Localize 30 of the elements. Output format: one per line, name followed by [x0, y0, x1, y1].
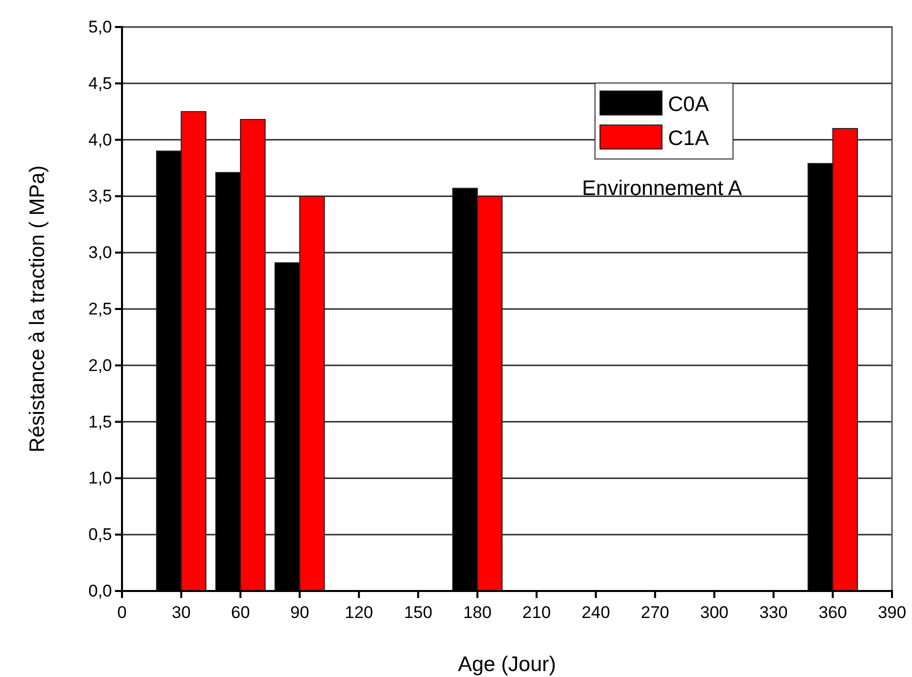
y-tick-label: 0,5 [88, 525, 112, 544]
y-tick-label: 0,0 [88, 581, 112, 600]
x-tick-label: 90 [290, 603, 310, 622]
x-tick-label: 270 [640, 603, 670, 622]
y-tick-label: 1,5 [88, 412, 112, 432]
y-tick-label: 4,5 [88, 74, 112, 93]
y-tick-label: 3,5 [88, 186, 112, 206]
x-axis-title: Age (Jour) [458, 653, 556, 676]
annotation: Environnement A [582, 177, 742, 200]
y-tick-label: 2,5 [88, 299, 112, 318]
x-tick-label: 330 [759, 603, 788, 622]
x-tick-label: 0 [117, 603, 127, 622]
y-tick-label: 2,0 [88, 356, 112, 375]
x-tick-label: 150 [404, 603, 432, 622]
y-tick-label: 5,0 [88, 17, 112, 36]
legend-label: C1A [668, 127, 709, 150]
x-tick-label: 390 [878, 603, 906, 622]
y-tick-label: 3,0 [88, 243, 112, 262]
legend-label: C0A [668, 93, 709, 116]
x-tick-label: 60 [231, 603, 250, 622]
x-tick-label: 30 [172, 603, 191, 622]
x-tick-label: 180 [463, 603, 492, 622]
y-tick-label: 4,0 [88, 130, 112, 150]
x-tick-label: 300 [700, 603, 728, 622]
y-axis-title: Résistance à la traction ( MPa) [26, 165, 49, 453]
x-tick-label: 120 [344, 603, 374, 622]
x-tick-label: 210 [522, 603, 551, 622]
x-tick-label: 240 [582, 603, 610, 622]
x-tick-label: 360 [818, 603, 847, 622]
y-tick-label: 1,0 [88, 468, 112, 488]
